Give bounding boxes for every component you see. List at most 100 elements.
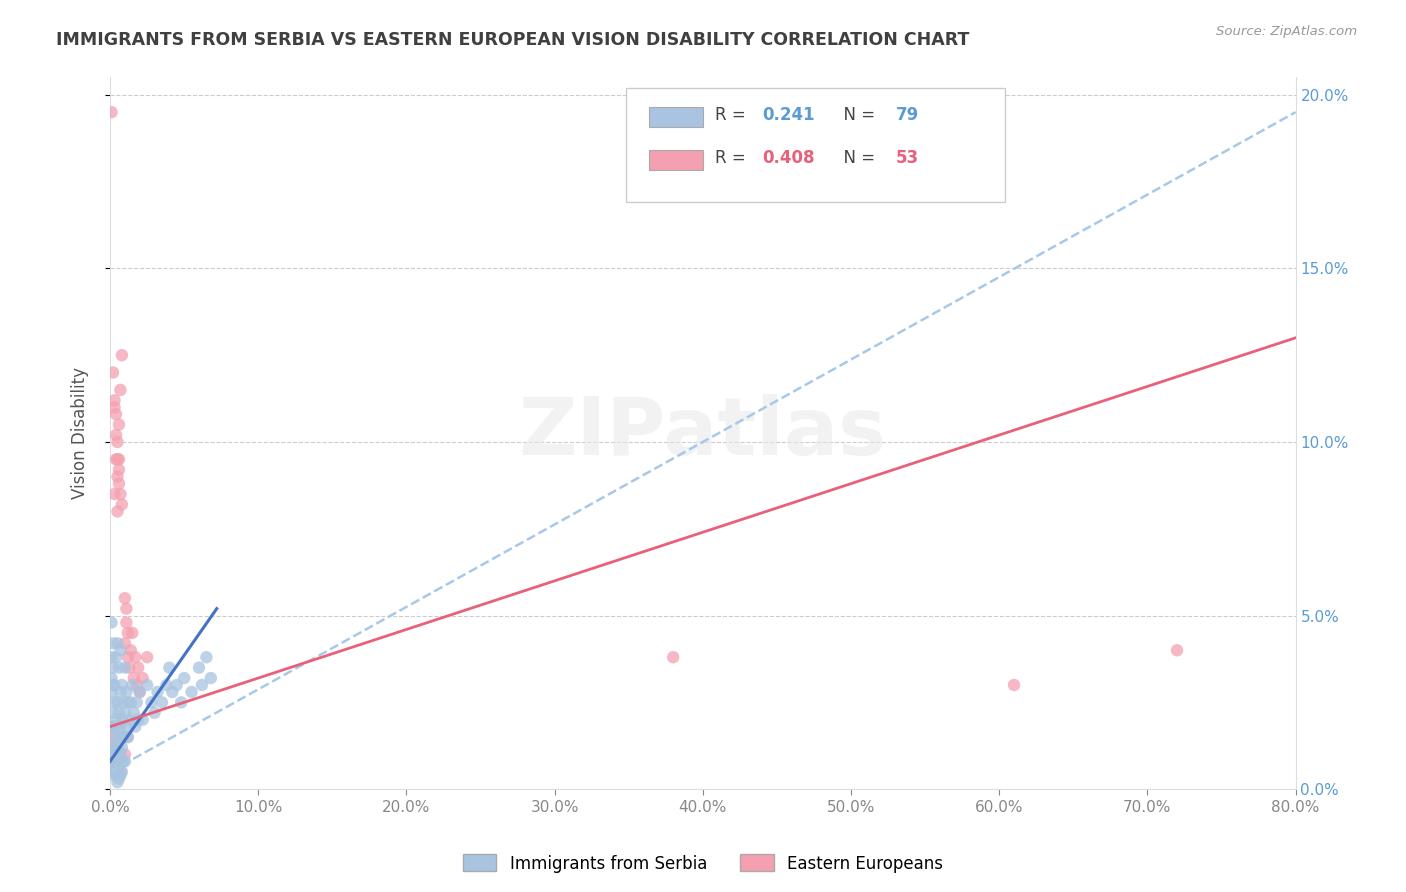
Point xyxy=(110,487,132,501)
Point xyxy=(107,775,129,789)
Point xyxy=(662,650,685,665)
Point xyxy=(108,417,131,432)
Point xyxy=(105,407,128,421)
Point xyxy=(107,636,129,650)
Point xyxy=(111,678,134,692)
Point xyxy=(114,730,136,744)
Point xyxy=(101,366,124,380)
Point xyxy=(128,685,150,699)
Point xyxy=(141,695,163,709)
Point xyxy=(191,678,214,692)
Point xyxy=(110,720,132,734)
Point xyxy=(108,730,131,744)
Point xyxy=(136,650,159,665)
Point xyxy=(117,626,139,640)
Point xyxy=(107,764,129,779)
Legend: Immigrants from Serbia, Eastern Europeans: Immigrants from Serbia, Eastern European… xyxy=(457,847,949,880)
Point xyxy=(101,755,124,769)
FancyBboxPatch shape xyxy=(650,107,703,128)
Point xyxy=(105,755,128,769)
Point xyxy=(131,713,153,727)
Point xyxy=(121,678,143,692)
Point xyxy=(107,761,129,775)
Point xyxy=(124,650,146,665)
Point xyxy=(110,764,132,779)
Point xyxy=(188,660,211,674)
Point xyxy=(114,747,136,762)
Point xyxy=(107,720,129,734)
Point xyxy=(103,487,125,501)
Point xyxy=(103,401,125,415)
Point xyxy=(107,695,129,709)
Text: N =: N = xyxy=(834,149,880,167)
Point xyxy=(105,764,128,779)
Point xyxy=(112,755,135,769)
Point xyxy=(111,764,134,779)
Point xyxy=(200,671,222,685)
Text: R =: R = xyxy=(714,106,751,124)
Point xyxy=(105,452,128,467)
Text: 0.408: 0.408 xyxy=(762,149,814,167)
Text: Source: ZipAtlas.com: Source: ZipAtlas.com xyxy=(1216,25,1357,38)
Point xyxy=(114,591,136,606)
Point xyxy=(103,678,125,692)
Point xyxy=(111,740,134,755)
Point xyxy=(108,452,131,467)
Text: R =: R = xyxy=(714,149,751,167)
Point xyxy=(103,768,125,782)
Point xyxy=(105,747,128,762)
Point xyxy=(195,650,218,665)
Point xyxy=(110,643,132,657)
Point xyxy=(107,740,129,755)
Point xyxy=(120,643,142,657)
Point xyxy=(100,740,122,755)
Point xyxy=(143,706,166,720)
Point xyxy=(120,695,142,709)
Point xyxy=(101,764,124,779)
Point xyxy=(111,713,134,727)
Point xyxy=(117,730,139,744)
Point xyxy=(112,730,135,744)
Point xyxy=(101,755,124,769)
Point xyxy=(100,650,122,665)
Point xyxy=(136,678,159,692)
Point xyxy=(108,463,131,477)
Point xyxy=(117,650,139,665)
Point xyxy=(108,755,131,769)
Point xyxy=(114,706,136,720)
Point xyxy=(118,660,141,674)
Point xyxy=(115,615,138,630)
Point xyxy=(110,685,132,699)
Point xyxy=(127,660,149,674)
Point xyxy=(146,685,169,699)
Point xyxy=(107,434,129,449)
Point xyxy=(110,383,132,397)
Point xyxy=(103,764,125,779)
Point xyxy=(131,671,153,685)
Point xyxy=(105,428,128,442)
Point xyxy=(122,671,145,685)
Point xyxy=(115,685,138,699)
Point xyxy=(115,720,138,734)
Point xyxy=(101,678,124,692)
Text: 0.241: 0.241 xyxy=(762,106,814,124)
FancyBboxPatch shape xyxy=(626,88,1005,202)
Point xyxy=(100,671,122,685)
Point xyxy=(114,636,136,650)
Point xyxy=(124,720,146,734)
Point xyxy=(122,706,145,720)
Point xyxy=(173,671,195,685)
Point xyxy=(128,685,150,699)
Point xyxy=(114,755,136,769)
Point xyxy=(103,740,125,755)
Point xyxy=(107,469,129,483)
Text: IMMIGRANTS FROM SERBIA VS EASTERN EUROPEAN VISION DISABILITY CORRELATION CHART: IMMIGRANTS FROM SERBIA VS EASTERN EUROPE… xyxy=(56,31,970,49)
Point xyxy=(101,730,124,744)
Point xyxy=(105,730,128,744)
Point xyxy=(110,768,132,782)
Point xyxy=(166,678,188,692)
Point xyxy=(107,504,129,518)
Point xyxy=(105,650,128,665)
Text: ZIPatlas: ZIPatlas xyxy=(519,394,887,472)
Point xyxy=(111,348,134,362)
